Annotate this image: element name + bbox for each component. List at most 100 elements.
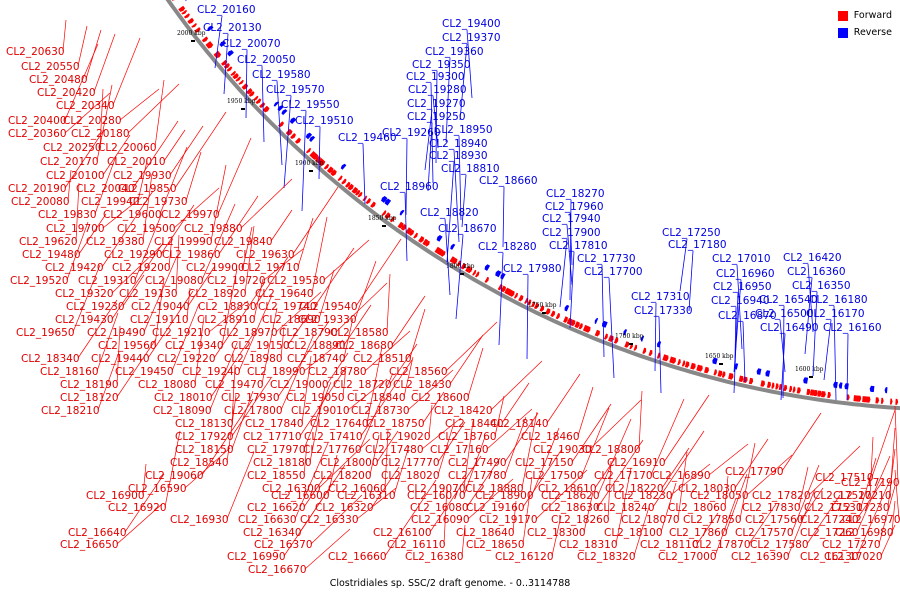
leader-line xyxy=(801,487,824,520)
gene-label-forward: CL2_18730 xyxy=(351,405,410,417)
leader-line xyxy=(194,316,205,385)
leader-line xyxy=(601,264,605,358)
gene-label-forward: CL2_19620 xyxy=(19,236,78,248)
gene-forward xyxy=(717,370,723,377)
leader-line xyxy=(174,111,227,189)
gene-label-forward: CL2_18920 xyxy=(188,288,247,300)
gene-label-forward: CL2_16990 xyxy=(227,551,286,563)
legend-label-forward: Forward xyxy=(853,10,892,21)
leader-line xyxy=(780,333,786,401)
gene-label-reverse: CL2_16500 xyxy=(755,308,814,320)
gene-label-forward: CL2_18150 xyxy=(175,444,234,456)
leader-line xyxy=(102,134,131,176)
gene-reverse xyxy=(273,101,280,107)
leader-line xyxy=(812,291,818,377)
gene-label-forward: CL2_19560 xyxy=(98,340,157,352)
gene-forward xyxy=(796,387,801,394)
gene-label-forward: CL2_17480 xyxy=(365,444,424,456)
gene-label-reverse: CL2_16350 xyxy=(792,280,851,292)
gene-label-reverse: CL2_19370 xyxy=(442,32,501,44)
gene-forward xyxy=(713,369,717,376)
gene-forward xyxy=(341,178,347,185)
gene-label-forward: CL2_17840 xyxy=(245,418,304,430)
gene-label-forward: CL2_19320 xyxy=(55,288,114,300)
gene-label-forward: CL2_18420 xyxy=(434,405,493,417)
gene-label-forward: CL2_19230 xyxy=(66,301,125,313)
gene-label-forward: CL2_17410 xyxy=(304,431,363,443)
gene-label-forward: CL2_18110 xyxy=(640,539,699,551)
leader-line xyxy=(430,82,434,184)
leader-line xyxy=(119,88,160,121)
gene-forward xyxy=(748,377,754,385)
tick-mark xyxy=(309,170,313,172)
leader-line xyxy=(409,308,426,359)
gene-label-forward: CL2_19240 xyxy=(182,366,241,378)
leader-line xyxy=(221,268,238,346)
gene-label-forward: CL2_18970 xyxy=(219,327,278,339)
leader-line xyxy=(467,347,484,398)
gene-forward xyxy=(181,9,187,15)
gene-label-forward: CL2_20010 xyxy=(107,156,166,168)
gene-label-reverse: CL2_16540 xyxy=(759,294,818,306)
leader-line xyxy=(314,247,355,307)
leader-line xyxy=(303,339,344,372)
gene-label-reverse: CL2_19350 xyxy=(412,59,471,71)
leader-line xyxy=(72,264,101,333)
gene-label-reverse: CL2_17250 xyxy=(662,227,721,239)
gene-label-forward: CL2_19600 xyxy=(103,209,162,221)
leader-line xyxy=(354,260,377,320)
gene-label-forward: CL2_18680 xyxy=(335,340,394,352)
gene-label-forward: CL2_16910 xyxy=(607,457,666,469)
gene-label-forward: CL2_18610 xyxy=(538,483,597,495)
leader-line xyxy=(856,455,891,533)
gene-label-forward: CL2_18180 xyxy=(253,457,312,469)
gene-reverse xyxy=(869,385,875,393)
gene-label-reverse: CL2_18940 xyxy=(429,138,488,150)
leader-line xyxy=(210,164,227,242)
leader-line xyxy=(208,300,249,333)
leader-line xyxy=(577,386,594,437)
gene-forward xyxy=(191,23,197,28)
gene-reverse xyxy=(484,264,491,271)
gene-forward xyxy=(425,240,430,247)
gene-forward xyxy=(207,43,214,49)
leader-line xyxy=(142,463,147,496)
gene-label-forward: CL2_16090 xyxy=(411,514,470,526)
gene-features-layer xyxy=(171,0,899,405)
gene-reverse xyxy=(712,357,718,365)
gene-label-forward: CL2_18440 xyxy=(445,418,504,430)
leader-line xyxy=(364,330,411,372)
gene-label-forward: CL2_19530 xyxy=(267,275,326,287)
leader-line xyxy=(169,125,204,176)
gene-label-forward: CL2_16320 xyxy=(315,502,374,514)
gene-forward xyxy=(370,201,376,208)
gene-reverse xyxy=(309,135,316,142)
gene-label-forward: CL2_18070 xyxy=(621,514,680,526)
gene-forward xyxy=(827,391,831,399)
leader-line xyxy=(569,212,573,266)
leader-line xyxy=(261,65,265,143)
gene-label-forward: CL2_19310 xyxy=(78,275,137,287)
leader-line xyxy=(154,79,165,148)
leader-line xyxy=(389,343,418,385)
gene-reverse xyxy=(381,196,388,203)
gene-label-forward: CL2_19030 xyxy=(533,444,592,456)
gene-forward xyxy=(585,326,591,333)
gene-label-forward: CL2_19340 xyxy=(165,340,224,352)
gene-reverse xyxy=(657,341,662,348)
leader-line xyxy=(494,395,505,437)
gene-label-forward: CL2_16660 xyxy=(328,551,387,563)
gene-label-forward: CL2_19880 xyxy=(184,223,243,235)
leader-line xyxy=(429,455,482,533)
leader-line xyxy=(808,445,861,496)
leader-line xyxy=(734,306,737,360)
gene-forward xyxy=(187,17,194,24)
gene-label-forward: CL2_18140 xyxy=(490,418,549,430)
gene-forward xyxy=(539,305,545,312)
gene-label-forward: CL2_16630 xyxy=(238,514,297,526)
gene-label-reverse: CL2_16160 xyxy=(823,322,882,334)
gene-label-forward: CL2_18990 xyxy=(247,366,306,378)
leader-line xyxy=(521,411,538,489)
gene-label-forward: CL2_19970 xyxy=(161,209,220,221)
